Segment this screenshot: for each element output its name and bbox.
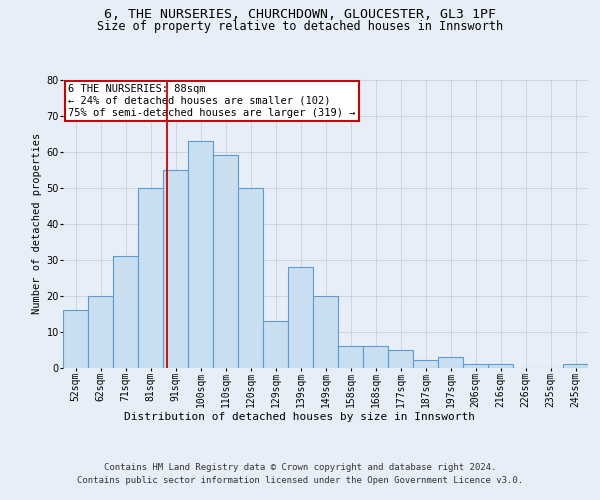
Bar <box>463 364 488 368</box>
Bar <box>238 188 263 368</box>
Bar <box>363 346 388 368</box>
Bar <box>488 364 513 368</box>
Bar <box>88 296 113 368</box>
Bar <box>388 350 413 368</box>
Bar <box>213 156 238 368</box>
Text: 6, THE NURSERIES, CHURCHDOWN, GLOUCESTER, GL3 1PF: 6, THE NURSERIES, CHURCHDOWN, GLOUCESTER… <box>104 8 496 20</box>
Text: Size of property relative to detached houses in Innsworth: Size of property relative to detached ho… <box>97 20 503 33</box>
Bar <box>263 321 288 368</box>
Y-axis label: Number of detached properties: Number of detached properties <box>32 133 42 314</box>
Bar <box>313 296 338 368</box>
Bar <box>113 256 138 368</box>
Text: Contains public sector information licensed under the Open Government Licence v3: Contains public sector information licen… <box>77 476 523 485</box>
Bar <box>63 310 88 368</box>
Bar <box>288 267 313 368</box>
Bar <box>163 170 188 368</box>
Text: Distribution of detached houses by size in Innsworth: Distribution of detached houses by size … <box>125 412 476 422</box>
Text: Contains HM Land Registry data © Crown copyright and database right 2024.: Contains HM Land Registry data © Crown c… <box>104 462 496 471</box>
Bar <box>563 364 588 368</box>
Bar <box>188 141 213 368</box>
Bar <box>338 346 363 368</box>
Text: 6 THE NURSERIES: 88sqm
← 24% of detached houses are smaller (102)
75% of semi-de: 6 THE NURSERIES: 88sqm ← 24% of detached… <box>68 84 356 117</box>
Bar <box>438 356 463 368</box>
Bar <box>138 188 163 368</box>
Bar <box>413 360 438 368</box>
